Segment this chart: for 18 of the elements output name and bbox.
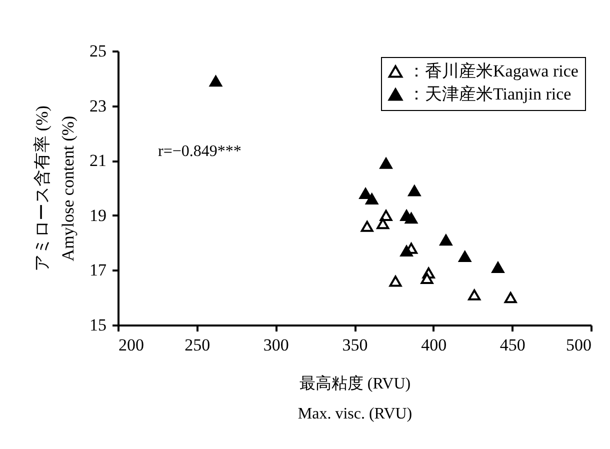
y-tick-label: 21 <box>90 151 106 170</box>
x-tick-label: 200 <box>118 336 144 354</box>
legend-label: ：香川産米Kagawa rice <box>408 62 578 80</box>
y-tick-label: 15 <box>90 316 106 334</box>
x-tick-label: 450 <box>500 336 526 354</box>
y-tick-label: 17 <box>90 260 107 280</box>
x-tick-label: 300 <box>263 336 289 354</box>
annotation: r=−0.849*** <box>158 143 242 160</box>
x-axis-title: 最高粘度 (RVU) Max. visc. (RVU) <box>298 374 412 422</box>
y-tick-label: 23 <box>90 96 106 116</box>
x-tick-label: 500 <box>566 336 592 354</box>
x-tick-label: 400 <box>421 336 447 354</box>
x-tick-label: 250 <box>184 336 210 354</box>
x-tick-label: 350 <box>342 336 368 354</box>
y-axis-title: アミロース含有率 (%) Amylose content (%) <box>32 106 78 272</box>
legend-label: ：天津産米Tianjin rice <box>408 84 572 104</box>
y-tick-label: 25 <box>90 42 106 60</box>
y-tick-label: 19 <box>90 206 106 225</box>
